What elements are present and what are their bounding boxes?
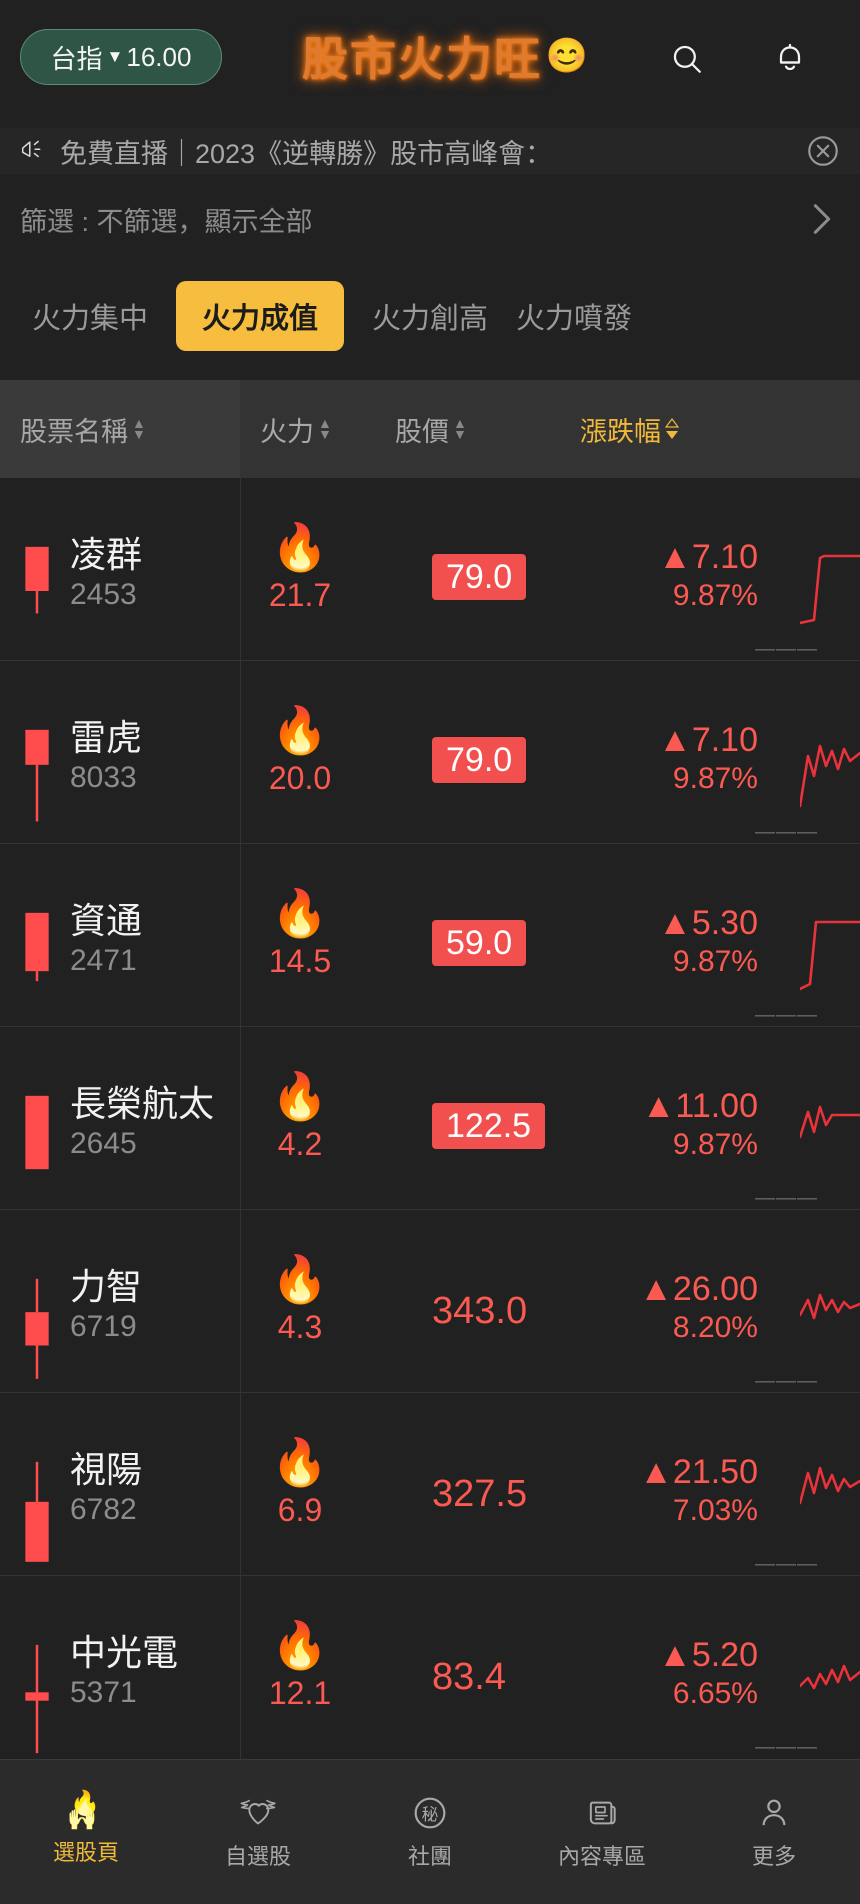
svg-text:秘: 秘 [422, 1805, 439, 1824]
